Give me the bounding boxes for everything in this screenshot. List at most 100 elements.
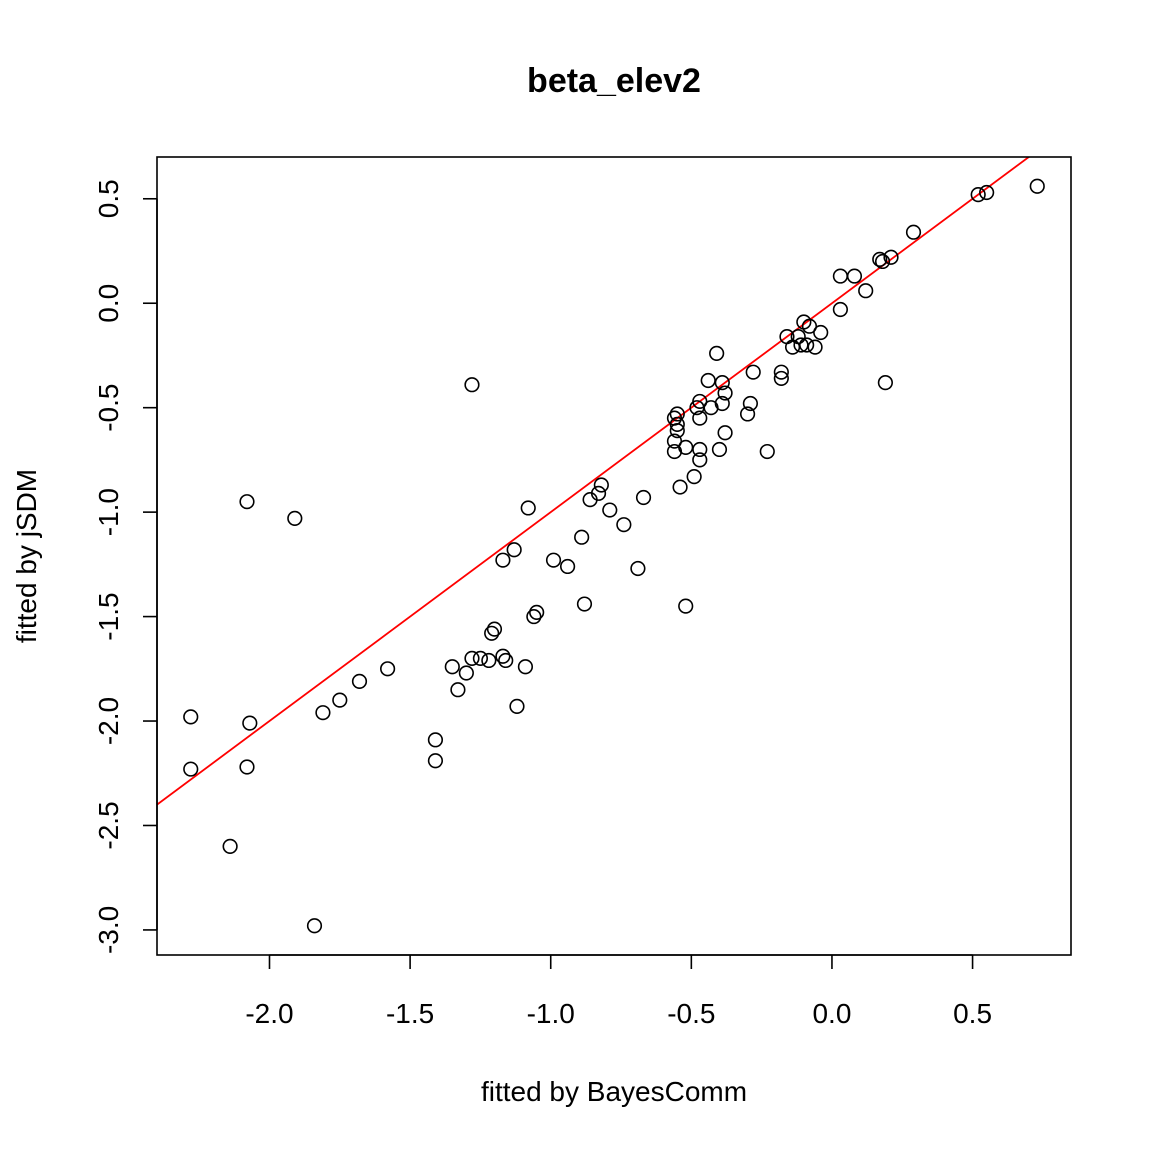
data-point	[813, 324, 829, 341]
x-tick-label: -1.0	[527, 998, 575, 1029]
y-axis: -3.0 -2.5 -2.0 -1.5 -1.0 -0.5 0.0 0.5	[93, 179, 158, 954]
y-tick-label: -2.5	[93, 801, 124, 849]
y-tick-label: -1.5	[93, 592, 124, 640]
data-point	[832, 268, 848, 284]
data-point	[239, 759, 255, 775]
data-point	[669, 406, 685, 422]
data-point	[700, 372, 716, 389]
data-point	[1029, 178, 1045, 194]
y-tick-label: -1.0	[93, 488, 124, 536]
data-point	[745, 364, 761, 380]
data-point	[332, 692, 348, 708]
data-point	[858, 283, 874, 299]
data-point	[672, 479, 688, 495]
data-point	[183, 709, 199, 725]
data-point	[486, 621, 503, 637]
data-point	[711, 441, 728, 458]
data-point	[832, 301, 848, 318]
data-point	[714, 375, 730, 391]
data-point	[742, 395, 758, 412]
data-point	[576, 596, 593, 612]
data-point	[799, 337, 815, 353]
data-point	[678, 439, 694, 455]
data-point	[239, 494, 255, 510]
data-point	[692, 393, 708, 410]
data-point	[315, 705, 331, 721]
data-point	[692, 452, 708, 468]
data-point	[498, 652, 514, 669]
data-point	[351, 673, 368, 689]
data-point	[616, 517, 632, 533]
data-point	[559, 558, 576, 575]
data-point	[450, 682, 466, 698]
data-point	[846, 268, 863, 284]
data-point	[574, 529, 590, 545]
data-point	[773, 364, 789, 380]
reference-line-layer	[157, 157, 1031, 806]
data-point	[509, 698, 525, 715]
data-point	[472, 650, 489, 666]
y-tick-label: 0.5	[93, 179, 124, 218]
data-point	[529, 604, 545, 621]
data-point	[495, 552, 511, 568]
data-point	[183, 761, 199, 777]
data-point	[872, 251, 888, 267]
data-point	[717, 425, 733, 441]
plot-frame	[156, 156, 1072, 956]
y-axis-label: fitted by jSDM	[11, 469, 42, 643]
data-point	[686, 469, 702, 485]
data-point	[222, 838, 238, 854]
data-point	[669, 423, 685, 439]
chart-title: beta_elev2	[527, 62, 701, 100]
data-point	[669, 416, 685, 432]
data-point	[464, 377, 480, 393]
data-point	[773, 370, 789, 387]
data-point	[979, 184, 995, 201]
data-point	[874, 253, 891, 270]
data-point	[545, 552, 562, 568]
data-point	[427, 732, 444, 748]
data-point	[717, 385, 733, 401]
x-tick-label: -2.0	[245, 998, 293, 1029]
data-point	[602, 502, 618, 518]
data-point	[444, 659, 460, 675]
data-point	[590, 485, 607, 501]
data-point	[306, 918, 323, 934]
data-point	[905, 224, 922, 240]
data-point	[801, 318, 818, 334]
data-point	[877, 375, 893, 391]
data-point	[287, 510, 303, 526]
data-point	[692, 441, 708, 458]
x-tick-label: -1.5	[386, 998, 434, 1029]
x-tick-label: 0.0	[812, 998, 851, 1029]
x-tick-label: -0.5	[667, 998, 715, 1029]
data-point	[506, 542, 522, 558]
y-tick-label: -3.0	[93, 906, 124, 954]
y-tick-label: -0.5	[93, 384, 124, 432]
data-point	[481, 652, 497, 669]
y-tick-label: -2.0	[93, 697, 124, 745]
data-point	[883, 249, 899, 265]
data-point	[593, 477, 609, 493]
data-point	[759, 443, 775, 460]
x-tick-label: 0.5	[953, 998, 992, 1029]
data-point	[678, 598, 694, 614]
data-point	[635, 489, 652, 506]
data-point	[709, 345, 725, 361]
y-tick-label: 0.0	[93, 284, 124, 323]
data-point	[495, 648, 511, 664]
data-point	[517, 659, 534, 675]
data-point	[526, 608, 542, 625]
data-point	[666, 433, 683, 449]
x-axis: -2.0 -1.5 -1.0 -0.5 0.0 0.5	[245, 954, 992, 1029]
points-layer	[183, 178, 1045, 934]
data-point	[520, 500, 536, 516]
data-point	[242, 715, 258, 731]
data-point	[458, 665, 474, 681]
data-point	[630, 560, 646, 577]
data-point	[784, 339, 801, 355]
data-point	[380, 661, 396, 677]
data-point	[484, 625, 500, 641]
x-axis-label: fitted by BayesComm	[481, 1076, 747, 1107]
